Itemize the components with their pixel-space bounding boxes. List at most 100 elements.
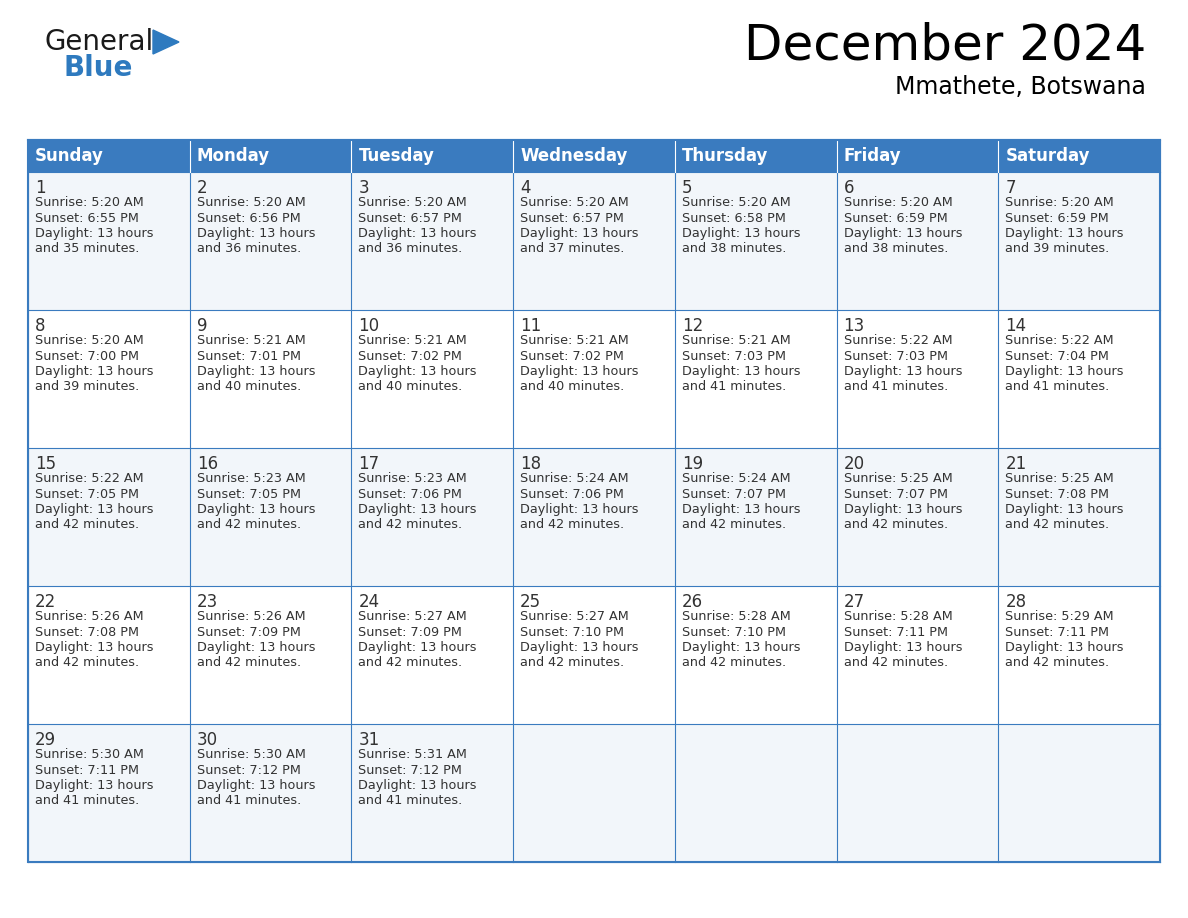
Bar: [513, 310, 675, 448]
Text: Daylight: 13 hours: Daylight: 13 hours: [843, 365, 962, 378]
Text: and 38 minutes.: and 38 minutes.: [682, 242, 786, 255]
Bar: [29, 724, 190, 862]
Bar: [352, 586, 513, 724]
Text: and 38 minutes.: and 38 minutes.: [843, 242, 948, 255]
Text: Sunrise: 5:20 AM: Sunrise: 5:20 AM: [520, 196, 628, 209]
Text: Sunset: 7:02 PM: Sunset: 7:02 PM: [520, 350, 624, 363]
Text: Wednesday: Wednesday: [520, 147, 627, 165]
Text: 25: 25: [520, 593, 542, 611]
Text: Sunrise: 5:21 AM: Sunrise: 5:21 AM: [682, 334, 790, 347]
Text: Daylight: 13 hours: Daylight: 13 hours: [34, 365, 153, 378]
Text: Tuesday: Tuesday: [359, 147, 435, 165]
Text: and 42 minutes.: and 42 minutes.: [843, 656, 948, 669]
Text: Daylight: 13 hours: Daylight: 13 hours: [197, 779, 315, 792]
Bar: [998, 448, 1159, 586]
Text: Daylight: 13 hours: Daylight: 13 hours: [34, 503, 153, 516]
Text: Sunset: 7:11 PM: Sunset: 7:11 PM: [1005, 625, 1110, 639]
Text: Sunrise: 5:20 AM: Sunrise: 5:20 AM: [34, 196, 144, 209]
Bar: [998, 310, 1159, 448]
Text: and 42 minutes.: and 42 minutes.: [197, 519, 301, 532]
Text: and 42 minutes.: and 42 minutes.: [359, 519, 462, 532]
Text: Daylight: 13 hours: Daylight: 13 hours: [197, 365, 315, 378]
Text: Daylight: 13 hours: Daylight: 13 hours: [359, 641, 476, 654]
Text: Daylight: 13 hours: Daylight: 13 hours: [34, 641, 153, 654]
Text: and 42 minutes.: and 42 minutes.: [359, 656, 462, 669]
Text: Sunset: 6:57 PM: Sunset: 6:57 PM: [359, 211, 462, 225]
Bar: [836, 724, 998, 862]
Text: Daylight: 13 hours: Daylight: 13 hours: [843, 641, 962, 654]
Text: 24: 24: [359, 593, 379, 611]
Text: and 42 minutes.: and 42 minutes.: [682, 519, 786, 532]
Text: and 41 minutes.: and 41 minutes.: [359, 794, 462, 808]
Text: General: General: [45, 28, 154, 56]
Text: Daylight: 13 hours: Daylight: 13 hours: [34, 227, 153, 240]
Bar: [675, 586, 836, 724]
Text: Sunrise: 5:25 AM: Sunrise: 5:25 AM: [843, 472, 953, 485]
Text: Sunset: 7:11 PM: Sunset: 7:11 PM: [34, 764, 139, 777]
Text: Sunrise: 5:20 AM: Sunrise: 5:20 AM: [34, 334, 144, 347]
Text: and 40 minutes.: and 40 minutes.: [197, 380, 301, 394]
Text: Daylight: 13 hours: Daylight: 13 hours: [197, 503, 315, 516]
Text: Sunset: 7:10 PM: Sunset: 7:10 PM: [682, 625, 785, 639]
Bar: [675, 448, 836, 586]
Text: and 37 minutes.: and 37 minutes.: [520, 242, 625, 255]
Text: 16: 16: [197, 455, 217, 473]
Bar: [675, 140, 836, 172]
Text: 6: 6: [843, 179, 854, 197]
Text: Sunrise: 5:23 AM: Sunrise: 5:23 AM: [359, 472, 467, 485]
Text: Daylight: 13 hours: Daylight: 13 hours: [1005, 503, 1124, 516]
Text: Sunrise: 5:25 AM: Sunrise: 5:25 AM: [1005, 472, 1114, 485]
Bar: [190, 310, 352, 448]
Text: Daylight: 13 hours: Daylight: 13 hours: [843, 227, 962, 240]
Text: Daylight: 13 hours: Daylight: 13 hours: [682, 641, 801, 654]
Bar: [190, 140, 352, 172]
Text: Sunrise: 5:26 AM: Sunrise: 5:26 AM: [34, 610, 144, 623]
Bar: [513, 448, 675, 586]
Text: 5: 5: [682, 179, 693, 197]
Text: Friday: Friday: [843, 147, 902, 165]
Text: Sunset: 7:09 PM: Sunset: 7:09 PM: [197, 625, 301, 639]
Text: Sunrise: 5:22 AM: Sunrise: 5:22 AM: [843, 334, 953, 347]
Text: and 42 minutes.: and 42 minutes.: [197, 656, 301, 669]
Text: Sunrise: 5:27 AM: Sunrise: 5:27 AM: [359, 610, 467, 623]
Text: Mmathete, Botswana: Mmathete, Botswana: [895, 75, 1146, 99]
Text: and 41 minutes.: and 41 minutes.: [843, 380, 948, 394]
Text: Sunrise: 5:28 AM: Sunrise: 5:28 AM: [682, 610, 790, 623]
Text: Daylight: 13 hours: Daylight: 13 hours: [682, 227, 801, 240]
Bar: [513, 586, 675, 724]
Bar: [352, 310, 513, 448]
Text: 1: 1: [34, 179, 45, 197]
Bar: [190, 448, 352, 586]
Bar: [190, 586, 352, 724]
Text: 19: 19: [682, 455, 703, 473]
Text: Sunset: 7:07 PM: Sunset: 7:07 PM: [682, 487, 785, 500]
Text: 29: 29: [34, 731, 56, 749]
Text: Blue: Blue: [63, 54, 132, 82]
Text: Sunset: 7:06 PM: Sunset: 7:06 PM: [359, 487, 462, 500]
Text: 22: 22: [34, 593, 56, 611]
Text: 20: 20: [843, 455, 865, 473]
Text: and 40 minutes.: and 40 minutes.: [359, 380, 462, 394]
Text: December 2024: December 2024: [744, 22, 1146, 70]
Text: Sunrise: 5:21 AM: Sunrise: 5:21 AM: [520, 334, 628, 347]
Bar: [29, 172, 190, 310]
Text: Sunrise: 5:28 AM: Sunrise: 5:28 AM: [843, 610, 953, 623]
Text: Thursday: Thursday: [682, 147, 769, 165]
Text: and 39 minutes.: and 39 minutes.: [34, 380, 139, 394]
Text: 10: 10: [359, 317, 379, 335]
Text: Sunrise: 5:20 AM: Sunrise: 5:20 AM: [682, 196, 790, 209]
Bar: [998, 724, 1159, 862]
Text: and 35 minutes.: and 35 minutes.: [34, 242, 139, 255]
Text: Sunset: 6:59 PM: Sunset: 6:59 PM: [843, 211, 947, 225]
Text: 15: 15: [34, 455, 56, 473]
Text: Sunset: 7:03 PM: Sunset: 7:03 PM: [682, 350, 785, 363]
Bar: [513, 172, 675, 310]
Text: 8: 8: [34, 317, 45, 335]
Text: Sunset: 7:11 PM: Sunset: 7:11 PM: [843, 625, 948, 639]
Text: 7: 7: [1005, 179, 1016, 197]
Text: Sunrise: 5:24 AM: Sunrise: 5:24 AM: [682, 472, 790, 485]
Text: Sunset: 7:07 PM: Sunset: 7:07 PM: [843, 487, 948, 500]
Text: 14: 14: [1005, 317, 1026, 335]
Bar: [836, 448, 998, 586]
Text: and 42 minutes.: and 42 minutes.: [34, 519, 139, 532]
